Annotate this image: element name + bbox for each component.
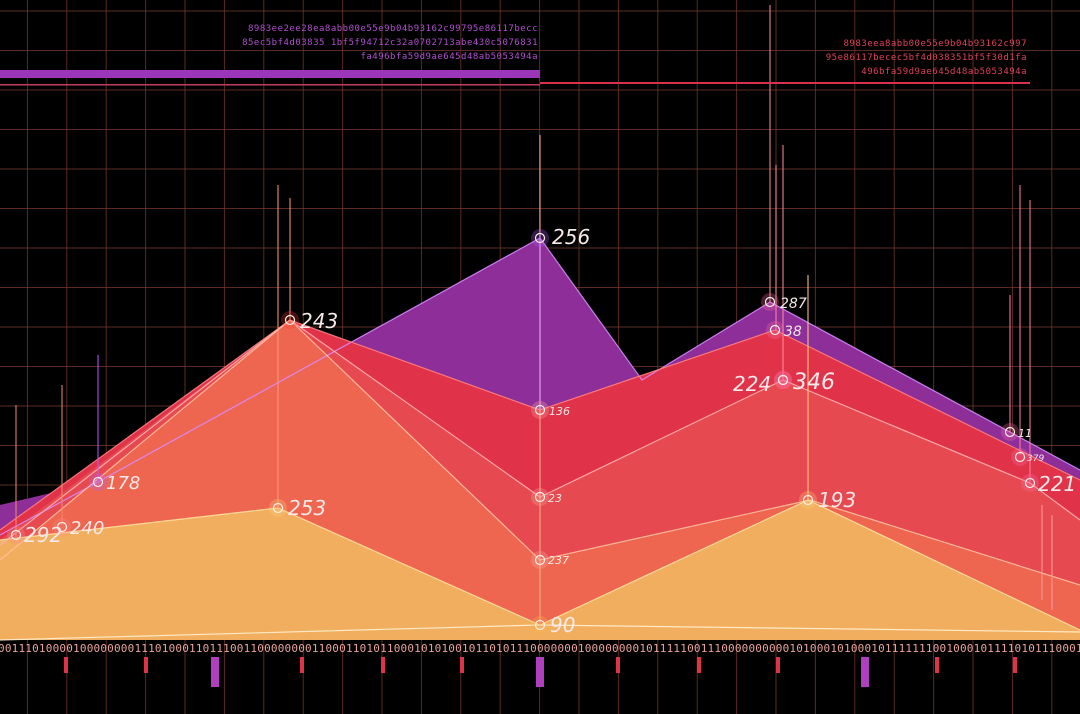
data-point (777, 374, 789, 386)
tick-mark (300, 657, 304, 673)
tick-mark (211, 657, 219, 687)
point-glow (531, 616, 549, 634)
data-point (1004, 426, 1016, 438)
point-glow (799, 491, 817, 509)
hash-block-right: 8983eea8abb00e55e9b04b93162c997 95e86117… (826, 39, 1027, 77)
hash-line: 496bfa59d9ae645d48ab5053494a (861, 67, 1027, 77)
data-label: 136 (549, 405, 570, 418)
data-point (534, 619, 546, 631)
data-point (1014, 451, 1026, 463)
point-glow (761, 293, 779, 311)
vertical-spikes (15, 5, 1053, 630)
hash-line: 85ec5bf4d03835 1bf5f94712c32a0702713abe4… (242, 38, 538, 48)
data-point (1024, 477, 1036, 489)
header-bar-left (0, 70, 540, 78)
bottom-tick-marks (64, 657, 1017, 687)
point-glow (774, 371, 792, 389)
binary-strip: 0011101000010000000011101000110111001100… (0, 642, 1080, 655)
tick-mark (1013, 657, 1017, 673)
point-glow (531, 488, 549, 506)
data-label: 237 (548, 554, 569, 567)
area-outline (0, 319, 1080, 546)
data-label: 287 (780, 296, 807, 312)
data-label: 240 (70, 518, 104, 539)
point-glow (531, 401, 549, 419)
data-label: 253 (288, 496, 326, 520)
hash-line: 8983ee2ee28ea8abb00e55e9b04b93162c99795e… (248, 24, 538, 34)
point-labels: 256 243 287 38 224 346 136 23 237 90 253 193 178 292 2… (24, 225, 1076, 637)
data-point (534, 491, 546, 503)
data-label: 193 (818, 488, 856, 512)
data-label: 23 (548, 492, 562, 505)
data-label: 90 (550, 613, 575, 637)
data-label: 256 (552, 225, 590, 249)
data-point (802, 494, 814, 506)
hash-line: 95e86117becec5bf4d038351bf5f30d1fa (826, 53, 1027, 63)
point-glow (1021, 474, 1039, 492)
point-glow (774, 371, 792, 389)
point-glow (281, 311, 299, 329)
data-point (284, 314, 296, 326)
tick-mark (144, 657, 148, 673)
hash-line: fa496bfa59d9ae645d48ab5053494a (360, 52, 538, 62)
header-line-left (0, 84, 540, 86)
data-label: 221 (1038, 472, 1076, 496)
tick-mark (381, 657, 385, 673)
tick-mark (64, 657, 68, 673)
tick-mark (460, 657, 464, 673)
header-line-right (540, 82, 1030, 84)
data-label: 379 (1027, 454, 1044, 464)
data-point (534, 404, 546, 416)
data-label: 224 (733, 372, 771, 396)
data-label: 292 (24, 523, 62, 547)
data-point (769, 324, 781, 336)
area-series-amber (0, 500, 1080, 640)
tick-mark (776, 657, 780, 673)
data-label: 178 (106, 473, 140, 494)
point-glow (7, 526, 25, 544)
tick-mark (861, 657, 869, 687)
data-point (272, 502, 284, 514)
data-points (7, 229, 1039, 634)
point-glow (766, 321, 784, 339)
hash-line: 8983eea8abb00e55e9b04b93162c997 (844, 39, 1027, 49)
tick-mark (697, 657, 701, 673)
data-label: 346 (793, 370, 835, 395)
tick-mark (536, 657, 544, 687)
data-label: 11 (1018, 427, 1032, 440)
tick-mark (616, 657, 620, 673)
point-glow (269, 499, 287, 517)
point-glow (89, 473, 107, 491)
hash-block-left: 8983ee2ee28ea8abb00e55e9b04b93162c99795e… (242, 24, 538, 62)
data-point (92, 476, 104, 488)
point-glow (531, 229, 549, 247)
point-glow (1001, 423, 1019, 441)
data-point (764, 296, 776, 308)
data-point (534, 232, 546, 244)
data-point (56, 521, 68, 533)
data-label: 38 (784, 324, 802, 340)
point-glow (1011, 448, 1029, 466)
tick-mark (935, 657, 939, 673)
data-point (10, 529, 22, 541)
point-glow (531, 551, 549, 569)
data-label: 243 (300, 309, 338, 333)
data-point (534, 554, 546, 566)
point-glow (53, 518, 71, 536)
area-outline (0, 237, 1080, 536)
